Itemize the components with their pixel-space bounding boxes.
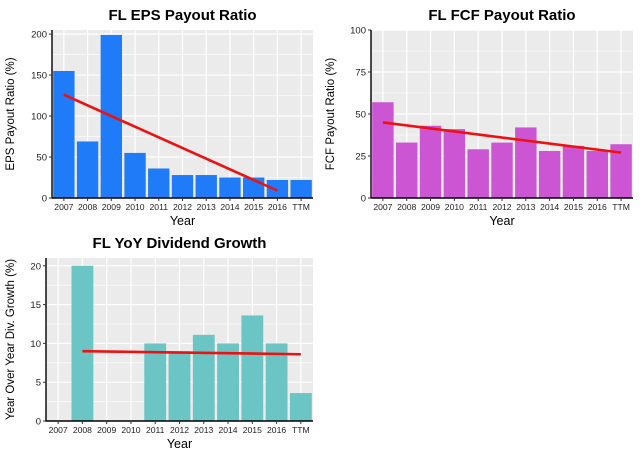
y-tick-label: 15 <box>30 300 41 311</box>
x-tick-label: 2012 <box>492 202 511 212</box>
bar-2009 <box>419 125 442 198</box>
bar-2014 <box>219 177 241 198</box>
chart-title: FL YoY Dividend Growth <box>93 235 267 252</box>
x-tick-label: 2014 <box>220 202 239 212</box>
bar-2010 <box>443 129 466 198</box>
y-axis-label: FCF Payout Ratio (%) <box>325 58 337 171</box>
x-tick-label: 2008 <box>78 202 97 212</box>
x-tick-label: 2014 <box>540 202 559 212</box>
chart-eps-payout-ratio: 0 50 100 150 200 2007 2008 2009 2010 2011 2012 2013… <box>0 0 320 228</box>
bar-2012 <box>171 175 194 198</box>
chart-svg: 0 50 100 150 200 2007 2008 2009 2010 2011 2012 2013… <box>5 7 313 228</box>
bar-TTM <box>290 179 312 198</box>
y-tick-label: 5 <box>36 378 41 389</box>
y-tick-label: 10 <box>30 339 41 350</box>
chart-svg: 0 25 50 75 100 2007 2008 2009 2010 2011 2012 2013 20… <box>325 7 633 228</box>
bar-2008 <box>71 265 94 421</box>
bar-2010 <box>124 152 146 198</box>
y-tick-label: 200 <box>31 30 47 41</box>
x-tick-label: 2010 <box>121 425 140 435</box>
bar-2016 <box>266 179 289 198</box>
bar-2015 <box>241 315 264 421</box>
bar-2013 <box>515 127 537 198</box>
y-tick-label: 50 <box>36 153 47 164</box>
y-tick-label: 100 <box>350 26 366 37</box>
bar-2008 <box>396 142 418 198</box>
chart-yoy-dividend-growth: 0 5 10 15 20 2007 2008 2009 2010 2011 2012 2013 2014… <box>0 228 320 457</box>
bar-2007 <box>53 70 75 198</box>
bar-2014 <box>538 150 561 198</box>
x-tick-label: 2007 <box>54 202 73 212</box>
y-tick-label: 0 <box>361 194 366 205</box>
x-tick-label: 2009 <box>102 202 121 212</box>
x-tick-label: 2015 <box>243 425 262 435</box>
y-axis-label: EPS Payout Ratio (%) <box>5 57 17 170</box>
bar-2015 <box>562 145 585 198</box>
x-tick-label: 2016 <box>267 425 286 435</box>
trend-line <box>382 121 622 154</box>
x-tick-label: 2009 <box>421 202 440 212</box>
x-axis-label: Year <box>167 437 192 451</box>
y-tick-label: 20 <box>30 261 41 272</box>
x-tick-label: 2008 <box>73 425 92 435</box>
x-tick-label: 2010 <box>445 202 464 212</box>
bar-2011 <box>148 168 170 198</box>
chart-title: FL EPS Payout Ratio <box>108 7 256 24</box>
x-tick-label: TTM <box>612 202 630 212</box>
bar-2012 <box>491 142 513 198</box>
x-tick-label: TTM <box>292 202 310 212</box>
x-tick-label: 2011 <box>150 202 169 212</box>
bar-2011 <box>144 343 167 421</box>
y-tick-label: 150 <box>31 71 47 82</box>
y-tick-label: 0 <box>42 194 47 205</box>
trend-line <box>63 93 278 192</box>
x-tick-label: 2013 <box>194 425 213 435</box>
trend-line <box>82 349 301 356</box>
y-axis-label: Year Over Year Div. Growth (%) <box>5 259 17 420</box>
bar-2013 <box>192 334 215 421</box>
x-tick-label: 2010 <box>125 202 144 212</box>
chart-title: FL FCF Payout Ratio <box>428 7 575 24</box>
x-tick-label: 2012 <box>170 425 189 435</box>
x-tick-label: 2012 <box>173 202 192 212</box>
x-tick-label: 2011 <box>146 425 165 435</box>
y-tick-label: 25 <box>355 152 366 163</box>
x-tick-label: 2014 <box>218 425 237 435</box>
x-tick-label: 2009 <box>97 425 116 435</box>
y-tick-label: 0 <box>36 417 41 428</box>
x-tick-label: 2016 <box>588 202 607 212</box>
x-tick-label: 2011 <box>469 202 488 212</box>
x-tick-label: TTM <box>292 425 310 435</box>
x-tick-label: 2016 <box>268 202 287 212</box>
x-axis-label: Year <box>489 214 514 228</box>
x-tick-label: 2007 <box>373 202 392 212</box>
bar-TTM <box>289 393 312 421</box>
x-tick-label: 2013 <box>516 202 535 212</box>
x-tick-label: 2015 <box>564 202 583 212</box>
chart-fcf-payout-ratio: 0 25 50 75 100 2007 2008 2009 2010 2011 2012 2013 20… <box>320 0 640 228</box>
bar-2016 <box>586 150 608 198</box>
x-tick-label: 2013 <box>197 202 216 212</box>
y-tick-label: 100 <box>31 112 47 123</box>
x-tick-label: 2008 <box>397 202 416 212</box>
y-tick-label: 50 <box>355 110 366 121</box>
bar-2007 <box>372 102 394 198</box>
bar-2013 <box>195 175 217 198</box>
bar-2011 <box>467 149 489 198</box>
bar-2016 <box>265 343 288 421</box>
y-tick-label: 75 <box>355 68 366 79</box>
chart-svg: 0 5 10 15 20 2007 2008 2009 2010 2011 2012 2013 2014… <box>5 235 313 451</box>
bar-TTM <box>610 144 632 198</box>
bar-2008 <box>76 141 99 198</box>
x-axis-label: Year <box>170 214 195 228</box>
x-tick-label: 2015 <box>244 202 263 212</box>
bar-2012 <box>168 351 191 421</box>
x-tick-label: 2007 <box>49 425 68 435</box>
bar-2014 <box>217 343 239 421</box>
